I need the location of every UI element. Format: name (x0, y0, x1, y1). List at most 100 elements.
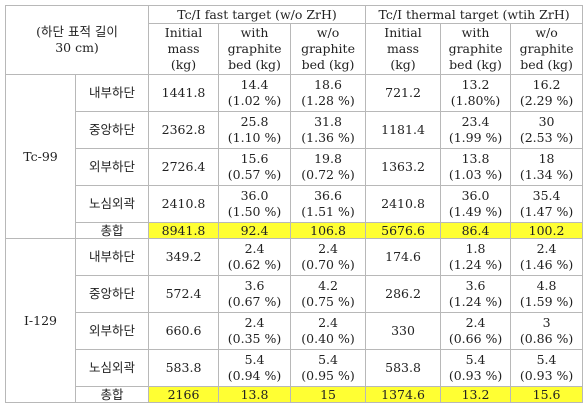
value-cell: 3.6 (0.67 %) (218, 275, 292, 313)
cell-line: mass (167, 41, 200, 56)
cell-line: (1.24 %) (448, 257, 503, 272)
cell-line: 30 (538, 114, 555, 129)
value-cell: 349.2 (148, 238, 220, 276)
value-cell: 5.4 (0.94 %) (218, 349, 292, 387)
cell-line: bed (kg) (301, 57, 355, 72)
value-cell: 30 (2.53 %) (510, 111, 584, 149)
column-header: Initial mass (kg) (365, 23, 442, 75)
header-row: Initial mass (kg) with graphite bed (kg) w/o gr… (6, 23, 584, 75)
cell-line: (0.93 %) (519, 368, 574, 383)
cell-line: with (240, 25, 269, 40)
cell-line: 4.8 (536, 278, 557, 293)
cell-line: w/o (535, 25, 558, 40)
value-cell: 1363.2 (365, 148, 442, 186)
cell-line: bed (kg) (228, 57, 281, 72)
cell-line: 15.6 (240, 151, 269, 166)
value-cell: 23.4 (1.99 %) (440, 111, 512, 149)
cell-line: (2.53 %) (519, 130, 574, 145)
cell-line: 14.4 (240, 77, 269, 92)
cell-line: 2.4 (244, 315, 265, 330)
total-cell: 106.8 (290, 222, 367, 239)
cell-line: 35.4 (532, 188, 561, 203)
cell-line: 5.4 (318, 352, 338, 367)
cell-line: Initial (164, 25, 203, 40)
region-cell: 노심외곽 (74, 185, 150, 223)
cell-line: 36.6 (314, 188, 342, 203)
value-cell: 36.0 (1.49 %) (440, 185, 512, 223)
cell-line: (0.95 %) (301, 368, 355, 383)
value-cell: 1181.4 (365, 111, 442, 149)
column-header: w/o graphite bed (kg) (510, 23, 584, 75)
cell-line: 3 (542, 315, 551, 330)
cell-line: graphite (227, 41, 282, 56)
region-cell: 외부하단 (74, 148, 150, 186)
cell-line: (하단 표적 길이 (36, 24, 118, 39)
value-cell: 19.8 (0.72 %) (290, 148, 367, 186)
nuclide-cell: I-129 (5, 238, 76, 403)
value-cell: 18.6 (1.28 %) (290, 74, 367, 112)
total-cell: 86.4 (440, 222, 512, 239)
region-cell: 내부하단 (74, 74, 150, 112)
total-cell: 13.8 (218, 386, 292, 403)
total-cell: 2166 (148, 386, 220, 403)
cell-line: mass (386, 41, 420, 56)
corner-cell: (하단 표적 길이 30 cm) (4, 5, 150, 75)
table-header: (하단 표적 길이 30 cm) Tc/I fast target (w/o ZrH… (4, 5, 584, 75)
cell-line: (1.03 %) (448, 167, 503, 182)
cell-line: 25.8 (240, 114, 269, 129)
data-row: Tc-99 내부하단 1441.8 14.4 (1.02 %) 18.6 (1.28 %) 7… (5, 74, 584, 239)
value-cell: 4.2 (0.75 %) (290, 275, 367, 313)
cell-line: (1.50 %) (227, 204, 282, 219)
cell-line: (1.59 %) (519, 294, 574, 309)
total-cell: 92.4 (218, 222, 292, 239)
cell-line: bed (kg) (520, 57, 573, 72)
cell-line: (0.93 %) (448, 368, 503, 383)
cell-line: 13.2 (461, 77, 490, 92)
cell-line: (0.72 %) (301, 167, 355, 182)
value-cell: 286.2 (365, 275, 442, 313)
cell-line: 36.0 (461, 188, 490, 203)
value-cell: 2410.8 (365, 185, 442, 223)
value-cell: 16.2 (2.29 %) (510, 74, 584, 112)
header-row: (하단 표적 길이 30 cm) Tc/I fast target (w/o ZrH… (4, 5, 584, 75)
cell-line: (0.75 %) (301, 294, 355, 309)
value-cell: 1.8 (1.24 %) (440, 238, 512, 276)
cell-line: (0.40 %) (301, 331, 355, 346)
region-cell: 중앙하단 (74, 111, 150, 149)
cell-line: 5.4 (465, 352, 486, 367)
value-cell: 25.8 (1.10 %) (218, 111, 292, 149)
value-cell: 583.8 (148, 349, 220, 387)
region-cell: 내부하단 (74, 238, 150, 276)
total-row: 총합 2166 13.8 15 1374.6 13.2 15.6 (6, 386, 584, 403)
data-row: I-129 내부하단 349.2 2.4 (0.62 %) 2.4 (0.70 %) 174.… (5, 238, 584, 403)
cell-line: with (461, 25, 490, 40)
cell-line: (0.57 %) (227, 167, 282, 182)
cell-line: (0.67 %) (227, 294, 282, 309)
data-row: 중앙하단 572.4 3.6 (0.67 %) 4.2 (0.75 %) 286.2 3.6(… (6, 275, 584, 313)
cell-line: 2.4 (318, 241, 338, 256)
cell-line: 1.8 (465, 241, 486, 256)
group-header: Tc/I fast target (w/o ZrH) (148, 5, 367, 24)
cell-line: bed (kg) (449, 57, 502, 72)
cell-line: (0.66 %) (448, 331, 503, 346)
cell-line: 19.8 (314, 151, 342, 166)
cell-line: (kg) (390, 57, 416, 72)
total-cell: 100.2 (510, 222, 584, 239)
value-cell: 4.8 (1.59 %) (510, 275, 584, 313)
cell-line: (1.02 %) (227, 93, 282, 108)
data-row: 노심외곽 2410.8 36.0 (1.50 %) 36.6 (1.51 %) 2410.8… (6, 185, 584, 223)
cell-line: (1.24 %) (448, 294, 503, 309)
value-cell: 2.4 (0.70 %) (290, 238, 367, 276)
total-cell: 5676.6 (365, 222, 442, 239)
cell-line: (0.35 %) (227, 331, 282, 346)
data-row: 외부하단 660.6 2.4 (0.35 %) 2.4 (0.40 %) 330 2.4 (0.… (6, 312, 584, 350)
cell-line: (1.80%) (450, 93, 501, 108)
region-cell: 노심외곽 (74, 349, 150, 387)
value-cell: 1441.8 (148, 74, 220, 112)
table-body: Tc-99 내부하단 1441.8 14.4 (1.02 %) 18.6 (1.28 %) 7… (5, 74, 584, 403)
value-cell: 13.8 (1.03 %) (440, 148, 512, 186)
column-header: with graphite bed (kg) (440, 23, 512, 75)
value-cell: 35.4 (1.47 %) (510, 185, 584, 223)
value-cell: 5.4 (0.93 %) (510, 349, 584, 387)
value-cell: 2.4 (0.40 %) (290, 312, 367, 350)
